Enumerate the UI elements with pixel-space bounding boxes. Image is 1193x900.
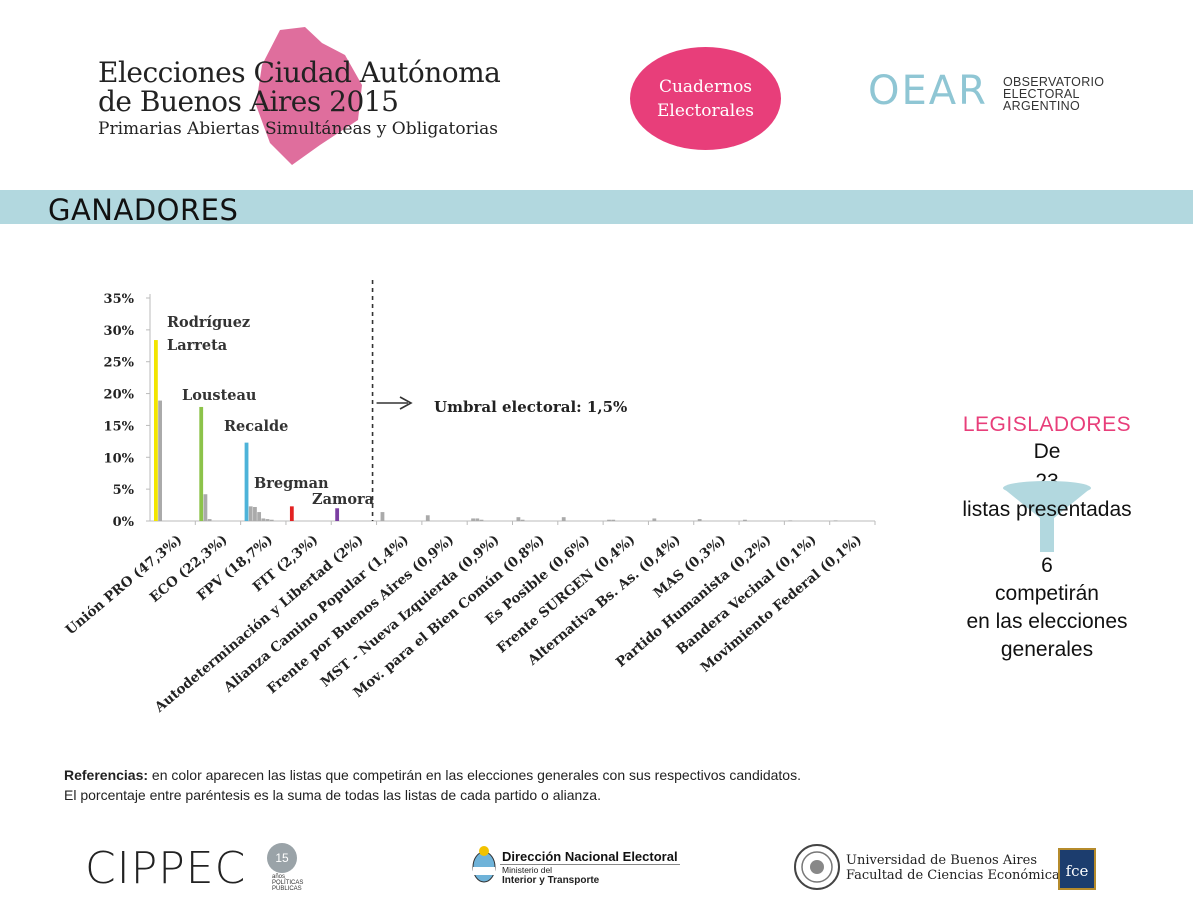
chart-bar — [475, 518, 480, 521]
chart-bar — [520, 519, 525, 521]
threshold-label: Umbral electoral: 1,5% — [434, 398, 627, 416]
chart-bar — [380, 512, 385, 521]
cippec-small-3: PÚBLICAS — [272, 886, 302, 892]
title-subtitle: Primarias Abiertas Simultáneas y Obligat… — [98, 119, 498, 139]
oear-subtitle: OBSERVATORIO ELECTORAL ARGENTINO — [1003, 75, 1105, 113]
dne-subtitle: Ministerio del — [502, 865, 553, 875]
chart-bar — [154, 340, 158, 521]
chart-bar — [788, 520, 793, 522]
candidate-label: Lousteau — [182, 387, 257, 404]
section-title: GANADORES — [48, 193, 239, 227]
panel-line-generales: generales — [1000, 638, 1094, 661]
y-tick-label: 25% — [104, 356, 135, 371]
panel-line-listas: listas presentadas — [962, 498, 1132, 521]
badge-line-2: Electorales — [657, 100, 754, 121]
results-bar-chart: 0%5%10%15%20%25%30%35% Unión PRO (47,3%)… — [63, 280, 876, 716]
legisladores-title: LEGISLADORES — [962, 413, 1132, 436]
chart-bar — [289, 506, 294, 521]
chart-bar — [611, 519, 616, 521]
cippec-15-badge: 15 — [267, 843, 297, 873]
candidate-label: Rodríguez — [167, 314, 250, 331]
uba-text: Universidad de Buenos Aires Facultad de … — [846, 853, 1066, 883]
panel-line-6: 6 — [1041, 554, 1053, 577]
chart-bar — [516, 517, 521, 521]
fce-logo: fce — [1058, 848, 1096, 890]
cippec-small-text: años POLÍTICAS PÚBLICAS — [272, 874, 303, 892]
chart-bar — [697, 519, 702, 521]
chart-bar — [269, 519, 274, 521]
uba-seal-icon — [794, 844, 840, 890]
oear-line-2: ELECTORAL — [1003, 87, 1080, 101]
references-text-1: en color aparecen las listas que competi… — [148, 767, 801, 783]
references-text-2: El porcentaje entre paréntesis es la sum… — [64, 787, 601, 803]
argentina-shield-icon — [472, 846, 496, 883]
panel-line-de: De — [1033, 440, 1061, 463]
chart-bar — [652, 518, 657, 521]
title-line-1: Elecciones Ciudad Autónoma — [98, 56, 501, 89]
cippec-small-2: POLÍTICAS — [272, 880, 304, 886]
references-label: Referencias: — [64, 767, 149, 783]
dne-divider — [500, 864, 680, 865]
dne-title: Dirección Nacional Electoral — [502, 849, 678, 864]
chart-bar — [248, 506, 253, 521]
x-category-label: Autodeterminación y Libertad (2%) — [151, 532, 366, 716]
references-note: Referencias: en color aparecen las lista… — [64, 765, 801, 805]
badge-line-1: Cuadernos — [658, 76, 753, 97]
y-tick-label: 30% — [104, 324, 135, 339]
chart-bar — [244, 442, 249, 521]
cuadernos-badge: Cuadernos Electorales — [630, 47, 781, 150]
chart-bar — [261, 518, 266, 521]
candidate-label: Larreta — [167, 337, 228, 354]
chart-bar — [743, 519, 747, 521]
panel-line-elecciones: en las elecciones — [966, 610, 1128, 633]
y-tick-label: 0% — [113, 515, 135, 530]
funnel-icon — [1003, 481, 1091, 552]
chart-bar — [265, 519, 270, 521]
city-map-shape — [256, 27, 362, 165]
cippec-logo: CIPPEC — [85, 843, 247, 894]
chart-bar — [561, 517, 566, 521]
chart-bar — [335, 508, 340, 521]
panel-line-competiran: competirán — [995, 582, 1099, 605]
x-category-label: ECO (22,3%) — [147, 532, 231, 606]
y-tick-label: 35% — [104, 292, 135, 307]
chart-bar — [158, 400, 162, 521]
candidate-label: Bregman — [254, 475, 329, 492]
chart-bar — [253, 506, 257, 521]
candidate-label: Recalde — [224, 418, 288, 435]
uba-line-2: Facultad de Ciencias Económicas — [846, 868, 1067, 883]
header-title: Elecciones Ciudad Autónoma de Buenos Air… — [98, 56, 501, 139]
chart-bar — [607, 519, 611, 521]
title-line-2: de Buenos Aires 2015 — [98, 85, 399, 118]
uba-line-1: Universidad de Buenos Aires — [846, 853, 1037, 868]
chart-bar — [479, 519, 484, 521]
dne-subtitle-2: Interior y Transporte — [502, 875, 600, 886]
candidate-label: Zamora — [312, 491, 375, 508]
oear-logo: OEAR — [868, 68, 988, 114]
chart-bar — [257, 512, 262, 521]
y-tick-label: 10% — [104, 451, 135, 466]
oear-line-3: ARGENTINO — [1003, 99, 1081, 113]
chart-bar — [199, 406, 204, 521]
chart-bar — [203, 494, 208, 521]
chart-bar — [471, 518, 475, 521]
y-tick-label: 20% — [104, 388, 135, 403]
threshold-arrow-head — [399, 396, 413, 410]
oear-line-1: OBSERVATORIO — [1003, 75, 1105, 89]
y-tick-label: 5% — [113, 483, 135, 498]
y-tick-label: 15% — [104, 419, 135, 434]
chart-bar — [425, 515, 430, 521]
section-band — [0, 190, 1193, 224]
chart-bar — [207, 519, 212, 521]
chart-bar — [833, 520, 838, 522]
cippec-small-1: años — [272, 874, 286, 880]
